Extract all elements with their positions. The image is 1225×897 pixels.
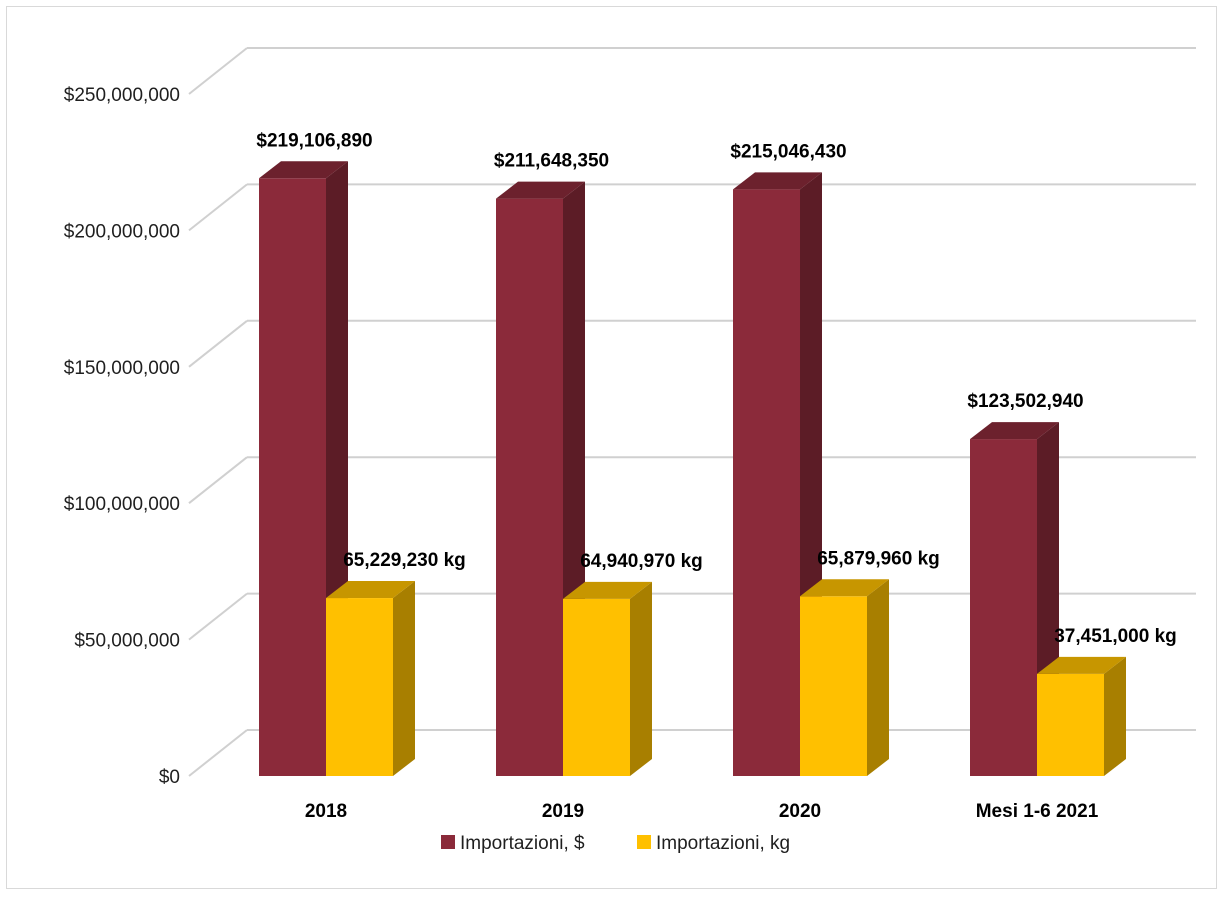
- bar-side-face: [393, 581, 415, 776]
- bar-front-face: [326, 598, 393, 776]
- bar-front-face: [1037, 673, 1104, 776]
- bar-top-face: [970, 422, 1059, 440]
- gridline-diagonal: [188, 592, 248, 641]
- data-label: $123,502,940: [967, 391, 1083, 412]
- data-label: 65,879,960 kg: [817, 548, 940, 569]
- bar-top-face: [800, 579, 889, 597]
- bar-front-face: [496, 198, 563, 777]
- y-tick-label: $200,000,000: [64, 221, 180, 242]
- bar-top-face: [563, 581, 652, 599]
- legend-swatch-importazioni-usd: [441, 835, 455, 849]
- gridline-diagonal: [188, 320, 248, 368]
- bar-kg: [326, 581, 415, 776]
- bar-top-face: [259, 161, 348, 179]
- gridline-diagonal: [188, 729, 248, 777]
- bar-top-face: [326, 581, 415, 599]
- y-tick-label: $150,000,000: [64, 358, 180, 379]
- legend-label-importazioni-kg: Importazioni, kg: [656, 833, 790, 854]
- bar-front-face: [563, 598, 630, 776]
- gridline-diagonal: [188, 456, 248, 504]
- bar-top-face: [496, 181, 585, 199]
- category-labels: 2018 2019 2020 Mesi 1-6 2021: [305, 801, 1099, 822]
- data-label: 37,451,000 kg: [1054, 626, 1177, 647]
- legend-swatch-importazioni-kg: [637, 835, 651, 849]
- y-axis-tick-labels: $0 $50,000,000 $100,000,000 $150,000,000 $20…: [64, 85, 180, 788]
- bar-top-face: [733, 172, 822, 190]
- bar-side-face: [867, 579, 889, 776]
- data-labels: $219,106,890 65,229,230 kg $211,648,350 64,…: [256, 130, 1176, 647]
- data-label: $215,046,430: [730, 141, 846, 162]
- bar-top-face: [1037, 656, 1126, 674]
- category-label: 2019: [542, 801, 584, 822]
- category-label: 2020: [779, 801, 821, 822]
- y-tick-label: $0: [159, 767, 180, 788]
- data-label: $219,106,890: [256, 130, 372, 151]
- bar-kg: [800, 579, 889, 776]
- data-label: 65,229,230 kg: [343, 550, 466, 571]
- bar-front-face: [259, 178, 326, 777]
- data-label: $211,648,350: [494, 151, 609, 172]
- bar-kg: [1037, 656, 1126, 776]
- y-tick-label: $250,000,000: [64, 85, 180, 106]
- bar-front-face: [733, 189, 800, 776]
- gridline-diagonal: [188, 47, 248, 95]
- bar-front-face: [800, 596, 867, 776]
- category-label: 2018: [305, 801, 347, 822]
- bar-kg: [563, 581, 652, 776]
- legend-label-importazioni-usd: Importazioni, $: [460, 833, 585, 854]
- legend: Importazioni, $ Importazioni, kg: [441, 833, 790, 854]
- gridline-diagonal: [188, 183, 248, 232]
- bar-front-face: [970, 439, 1037, 776]
- category-label: Mesi 1-6 2021: [976, 801, 1099, 822]
- y-tick-label: $50,000,000: [74, 631, 180, 652]
- bar-side-face: [630, 581, 652, 776]
- data-label: 64,940,970 kg: [580, 551, 703, 572]
- bars: [259, 161, 1126, 777]
- bar-side-face: [1104, 656, 1126, 776]
- y-tick-label: $100,000,000: [64, 494, 180, 515]
